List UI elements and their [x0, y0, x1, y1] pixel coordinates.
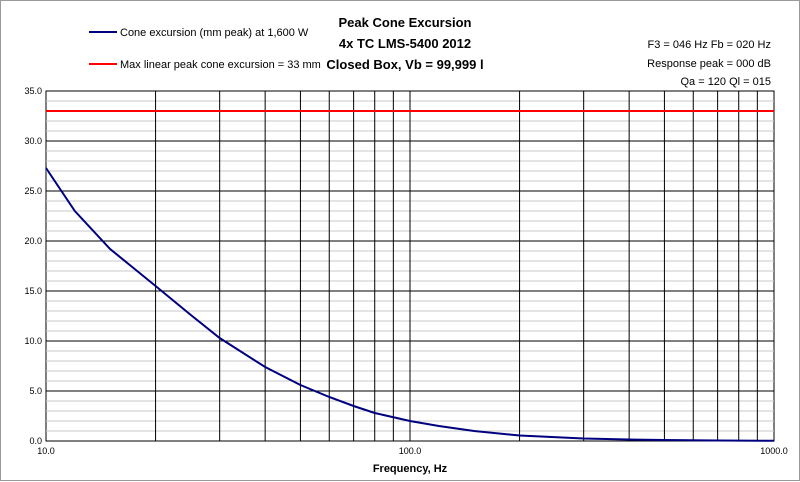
x-tick-labels: 10.0 100.0 1000.0	[37, 446, 788, 456]
y-tick-label: 30.0	[24, 136, 42, 146]
y-tick-label: 5.0	[29, 386, 42, 396]
major-grid	[46, 91, 774, 441]
series-layer	[45, 110, 775, 442]
title-line-1: Peak Cone Excursion	[339, 15, 472, 30]
series-line-1	[45, 167, 775, 442]
x-tick-label: 10.0	[37, 446, 55, 456]
y-tick-labels: 0.0 5.0 10.0 15.0 20.0 25.0 30.0 35.0	[24, 86, 42, 446]
legend-label-max-linear: Max linear peak cone excursion = 33 mm	[120, 59, 321, 71]
info-qa-ql: Qa = 120 Ql = 015	[680, 76, 771, 88]
y-tick-label: 0.0	[29, 436, 42, 446]
legend-label-cone-excursion: Cone excursion (mm peak) at 1,600 W	[120, 27, 309, 39]
title-line-3: Closed Box, Vb = 99,999 l	[326, 57, 483, 72]
chart-title: Peak Cone Excursion 4x TC LMS-5400 2012 …	[326, 15, 483, 72]
info-f3-fb: F3 = 046 Hz Fb = 020 Hz	[647, 39, 771, 51]
y-tick-label: 15.0	[24, 286, 42, 296]
y-tick-label: 25.0	[24, 186, 42, 196]
legend: Cone excursion (mm peak) at 1,600 W Max …	[89, 27, 321, 71]
title-line-2: 4x TC LMS-5400 2012	[339, 36, 471, 51]
y-tick-label: 35.0	[24, 86, 42, 96]
info-response-peak: Response peak = 000 dB	[647, 58, 771, 70]
y-tick-label: 10.0	[24, 336, 42, 346]
x-tick-label: 100.0	[399, 446, 422, 456]
x-axis-label: Frequency, Hz	[373, 463, 448, 475]
info-block: F3 = 046 Hz Fb = 020 Hz Response peak = …	[647, 39, 771, 88]
x-tick-label: 1000.0	[760, 446, 788, 456]
y-tick-label: 20.0	[24, 236, 42, 246]
